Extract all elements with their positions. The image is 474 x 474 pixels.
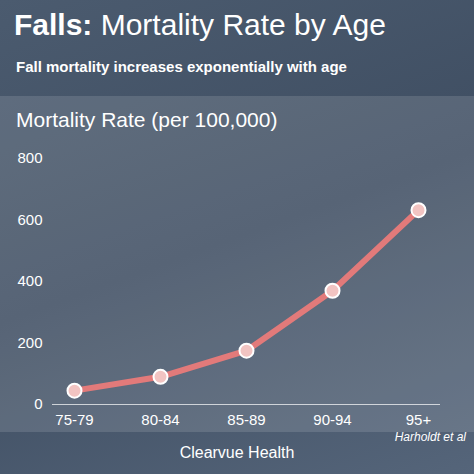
svg-text:800: 800: [17, 149, 42, 166]
html-text:Falls: Mortality Rate by Age: Falls: Mortality Rate by Age: [14, 8, 386, 41]
svg-text:75-79: 75-79: [55, 411, 93, 428]
svg-text:90-94: 90-94: [313, 411, 351, 428]
svg-text:600: 600: [17, 211, 42, 228]
svg-text:0: 0: [34, 395, 42, 412]
svg-text:85-89: 85-89: [227, 411, 265, 428]
svg-text:400: 400: [17, 272, 42, 289]
html-text:Clearvue Health: Clearvue Health: [179, 444, 295, 461]
svg-text:200: 200: [17, 334, 42, 351]
svg-text:95+: 95+: [406, 411, 432, 428]
svg-text:80-84: 80-84: [141, 411, 179, 428]
html-text:Harholdt et al: Harholdt et al: [394, 430, 466, 444]
html-text:Fall mortality increases expon: Fall mortality increases exponentially w…: [16, 58, 347, 75]
html-text:Mortality Rate (per 100,000): Mortality Rate (per 100,000): [16, 108, 278, 131]
